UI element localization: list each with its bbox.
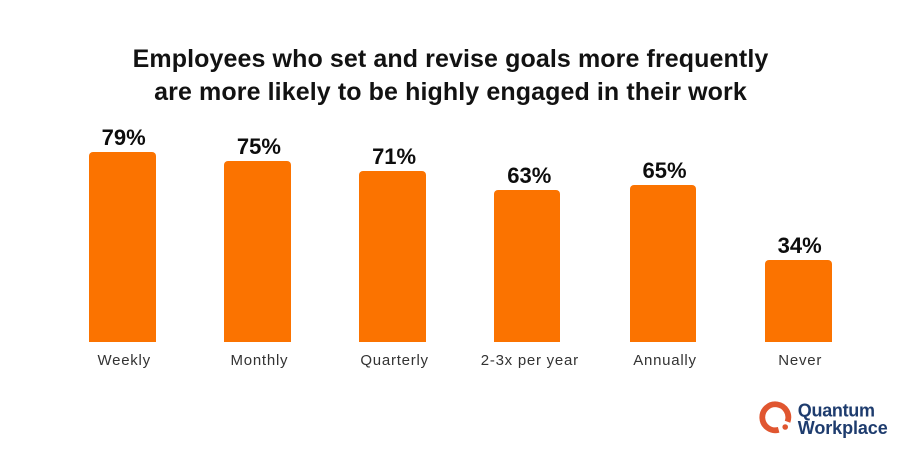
svg-text:Quantum: Quantum — [798, 401, 875, 421]
svg-text:Workplace: Workplace — [798, 418, 888, 438]
